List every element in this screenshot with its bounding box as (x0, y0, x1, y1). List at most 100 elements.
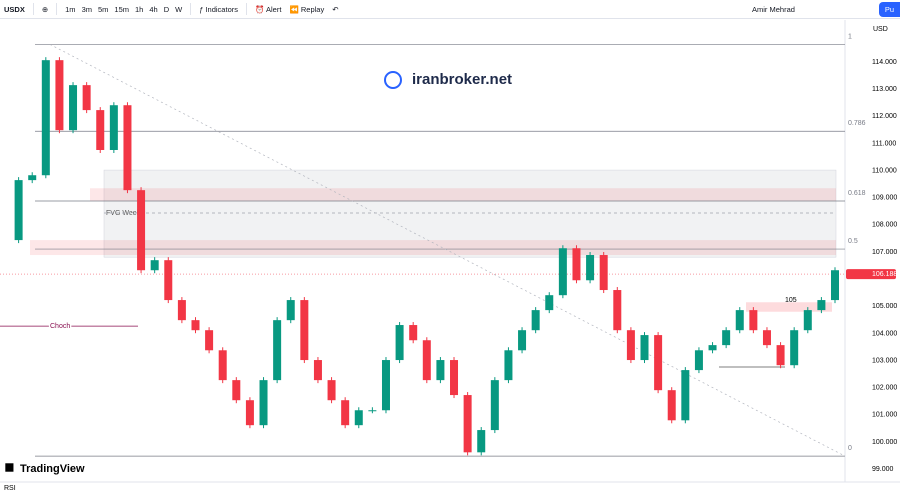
watermark: iranbroker.net (412, 71, 512, 88)
candle (599, 255, 608, 291)
candle (762, 330, 771, 346)
candle (28, 175, 37, 181)
replay[interactable]: ⏪ Replay (289, 4, 325, 14)
candle (463, 395, 472, 453)
candle (586, 255, 595, 281)
candle (450, 360, 459, 396)
candle (722, 330, 731, 346)
fib-label: 0.618 (848, 190, 866, 197)
currency: USD (873, 26, 888, 33)
undo[interactable]: ↶ (332, 4, 339, 14)
candle (354, 410, 363, 426)
trend-line (49, 44, 846, 457)
candle (572, 248, 581, 281)
y-tick-label: 111.000 (872, 140, 896, 147)
y-tick-label: 105.000 (872, 303, 897, 310)
choch-label: Choch (50, 323, 70, 330)
y-tick-label: 103.000 (872, 357, 897, 364)
candle (96, 110, 105, 150)
symbol[interactable]: USDX (4, 4, 25, 14)
candle (558, 248, 567, 296)
last-price-badge (846, 269, 896, 280)
interval[interactable]: 3m (81, 4, 92, 14)
user[interactable]: Amir Mehrad (752, 5, 795, 14)
candle (55, 60, 64, 131)
interval[interactable]: 1h (135, 4, 144, 14)
candle (164, 260, 173, 301)
candle (109, 105, 118, 150)
level-label: 105 (785, 297, 797, 304)
y-tick-label: 100.000 (872, 439, 897, 446)
candle (313, 360, 322, 381)
brand: TradingView (20, 463, 85, 475)
y-tick-label: 114.000 (872, 59, 897, 66)
intervals: 1m 3m 5m 15m 1h 4h D W (65, 5, 182, 14)
interval[interactable]: 5m (97, 4, 109, 14)
pane-label: RSI (4, 485, 16, 492)
interval[interactable]: 15m (114, 4, 129, 14)
last-price-label: 106.188 (872, 271, 897, 278)
replay-label: Replay (300, 4, 325, 14)
interval[interactable]: 1m (65, 4, 76, 14)
candle (422, 340, 431, 381)
y-tick-label: 110.000 (872, 167, 897, 174)
fvg-band (90, 188, 836, 202)
candle (803, 310, 812, 331)
candle (395, 325, 404, 361)
candle (218, 350, 227, 381)
publish[interactable]: Pu (878, 2, 900, 17)
candle (545, 295, 554, 311)
candle (232, 380, 241, 401)
candle (708, 345, 717, 351)
candle (518, 330, 527, 351)
candle (776, 345, 785, 366)
y-tick-label: 104.000 (872, 330, 897, 337)
y-tick-label: 99.000 (872, 466, 894, 473)
candle (613, 290, 622, 331)
candle (381, 360, 390, 411)
y-tick-label: 107.000 (872, 249, 897, 256)
indicators[interactable]: ƒ Indicators (199, 4, 238, 14)
candle (368, 410, 377, 412)
fvg-band (30, 240, 836, 256)
add-symbol[interactable]: ⊕ (41, 4, 49, 14)
interval[interactable]: 4h (149, 4, 158, 14)
fib-label: 0.786 (848, 120, 866, 127)
indicators-label: Indicators (205, 4, 238, 14)
candle (150, 260, 159, 271)
candle (191, 320, 200, 331)
candle (531, 310, 540, 331)
candle (205, 330, 214, 351)
candle (123, 105, 132, 191)
candle (137, 190, 146, 271)
candle (259, 380, 268, 426)
candle (69, 85, 78, 131)
candle (490, 380, 499, 431)
y-tick-label: 112.000 (872, 113, 897, 120)
candle (82, 85, 91, 111)
candle (831, 270, 839, 301)
candle (640, 335, 649, 361)
alert[interactable]: ⏰ Alert (255, 4, 282, 14)
candle (273, 320, 282, 381)
fvg-zone (103, 169, 837, 258)
candle (477, 430, 486, 453)
y-tick-label: 108.000 (872, 222, 897, 229)
candle (735, 310, 744, 331)
level-box (746, 302, 832, 312)
candle (667, 390, 676, 421)
interval[interactable]: W (175, 4, 183, 14)
fvg-label: FVG Weekly (106, 210, 146, 217)
toolbar: USDX ⊕ 1m 3m 5m 15m 1h 4h D W ƒ Indicators ⏰ Al… (0, 0, 900, 19)
interval[interactable]: D (163, 4, 170, 14)
candle (245, 400, 254, 426)
candle (681, 370, 690, 421)
candle (409, 325, 418, 341)
candle (654, 335, 663, 391)
candle (504, 350, 513, 381)
alert-label: Alert (266, 4, 282, 14)
fib-label: 1 (848, 33, 852, 40)
candle (286, 300, 295, 321)
candle (749, 310, 758, 331)
